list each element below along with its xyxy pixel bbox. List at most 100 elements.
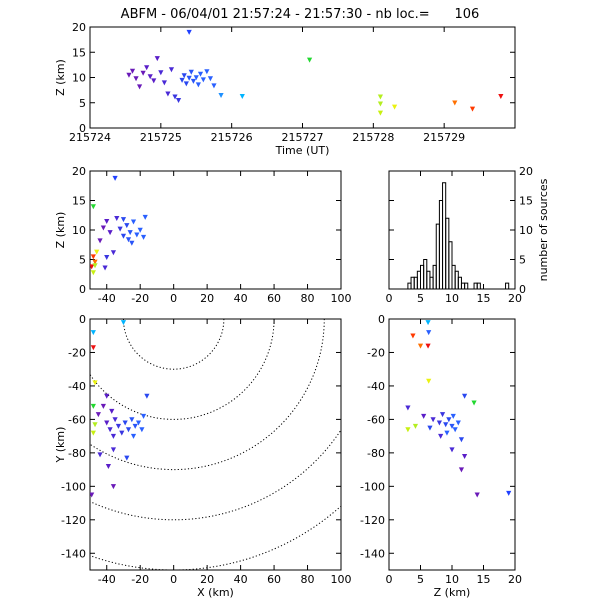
source-point xyxy=(391,104,398,110)
source-point xyxy=(211,83,217,89)
y-tick-label: -80 xyxy=(68,447,86,460)
x-tick-label: 215724 xyxy=(69,131,111,144)
source-point xyxy=(426,330,432,336)
source-point xyxy=(462,393,468,399)
source-point xyxy=(139,427,145,433)
range-ring xyxy=(122,319,225,370)
source-point xyxy=(172,94,178,100)
y-tick-label: -120 xyxy=(61,514,86,527)
x-axis-label: X (km) xyxy=(197,586,234,599)
x-tick-label: -40 xyxy=(98,292,116,305)
source-point xyxy=(140,70,146,76)
source-point xyxy=(449,423,455,429)
x-tick-label: 215728 xyxy=(352,131,394,144)
source-point xyxy=(110,250,117,256)
source-point xyxy=(425,343,431,349)
time-altitude-frame xyxy=(89,26,516,129)
x-tick-label: 215729 xyxy=(423,131,465,144)
y-tick-label: -20 xyxy=(367,346,385,359)
source-point xyxy=(458,467,465,473)
x-tick-label: 15 xyxy=(477,573,491,586)
y-tick-label: -140 xyxy=(360,547,385,560)
source-point xyxy=(129,68,136,74)
x-axis-label: Z (km) xyxy=(434,586,471,599)
source-point xyxy=(90,254,96,260)
y-tick-label: 0 xyxy=(79,122,86,135)
source-point xyxy=(427,425,433,431)
x-axis-label: Time (UT) xyxy=(275,144,330,157)
source-point xyxy=(119,430,125,436)
source-point xyxy=(109,408,115,414)
source-point xyxy=(430,417,436,423)
source-point xyxy=(377,101,384,107)
y-tick-label: 0 xyxy=(79,313,86,326)
x-tick-label: 100 xyxy=(331,573,352,586)
source-point xyxy=(120,233,127,239)
source-point xyxy=(90,264,95,270)
source-point xyxy=(405,427,411,433)
source-point xyxy=(92,259,98,265)
source-point xyxy=(204,69,210,75)
y-tick-label: -40 xyxy=(68,380,86,393)
x-tick-label: 215727 xyxy=(282,131,324,144)
source-point xyxy=(471,400,477,406)
source-point xyxy=(165,91,171,97)
source-point xyxy=(443,422,449,428)
source-point xyxy=(90,492,95,498)
x-tick-label: -20 xyxy=(131,292,149,305)
source-point xyxy=(110,484,117,490)
source-point xyxy=(158,70,164,76)
source-point xyxy=(161,80,167,86)
source-point xyxy=(190,78,197,84)
source-point xyxy=(122,420,128,426)
x-tick-label: 60 xyxy=(267,292,281,305)
x-tick-label: 0 xyxy=(170,573,177,586)
altitude-y-frame xyxy=(388,318,516,571)
y-tick-label: 20 xyxy=(72,21,86,34)
y-tick-label: 0 xyxy=(378,313,385,326)
plan-view-frame xyxy=(89,318,342,571)
source-point xyxy=(125,427,132,433)
source-point xyxy=(105,464,112,470)
source-point xyxy=(134,232,140,238)
source-point xyxy=(144,65,150,71)
source-point xyxy=(421,413,427,419)
x-tick-label: 10 xyxy=(445,573,459,586)
source-point xyxy=(124,455,130,461)
source-point xyxy=(181,73,187,79)
altitude-y-plot-area xyxy=(405,320,512,498)
source-point xyxy=(112,175,118,181)
y-tick-label: 15 xyxy=(72,46,86,59)
histogram-bar xyxy=(476,282,481,289)
source-point xyxy=(186,29,192,35)
source-point xyxy=(120,320,127,326)
source-point xyxy=(100,225,106,231)
y-tick-label: -80 xyxy=(367,447,385,460)
y-tick-label: 10 xyxy=(72,72,86,85)
source-point xyxy=(97,452,103,458)
x-tick-label: 40 xyxy=(234,573,248,586)
range-ring xyxy=(90,319,275,420)
source-point xyxy=(125,237,132,243)
x-tick-label: 15 xyxy=(477,292,491,305)
x-tick-label: 215725 xyxy=(140,131,182,144)
y-tick-label: 20 xyxy=(519,165,533,178)
source-point xyxy=(168,67,175,73)
y-tick-label: 10 xyxy=(519,224,533,237)
y-tick-label: -120 xyxy=(360,514,385,527)
source-point xyxy=(129,417,135,423)
source-point xyxy=(132,423,138,429)
y-tick-label: -60 xyxy=(367,413,385,426)
source-point xyxy=(90,430,96,436)
source-point xyxy=(126,72,132,78)
source-point xyxy=(183,81,189,87)
x-tick-label: 0 xyxy=(170,292,177,305)
x-tick-label: 5 xyxy=(417,573,424,586)
source-point xyxy=(439,412,446,418)
x-tick-label: 0 xyxy=(386,573,393,586)
source-point xyxy=(124,223,130,229)
source-point xyxy=(506,490,512,496)
source-point xyxy=(102,265,108,271)
source-point xyxy=(450,413,456,419)
y-tick-label: 5 xyxy=(79,97,86,110)
